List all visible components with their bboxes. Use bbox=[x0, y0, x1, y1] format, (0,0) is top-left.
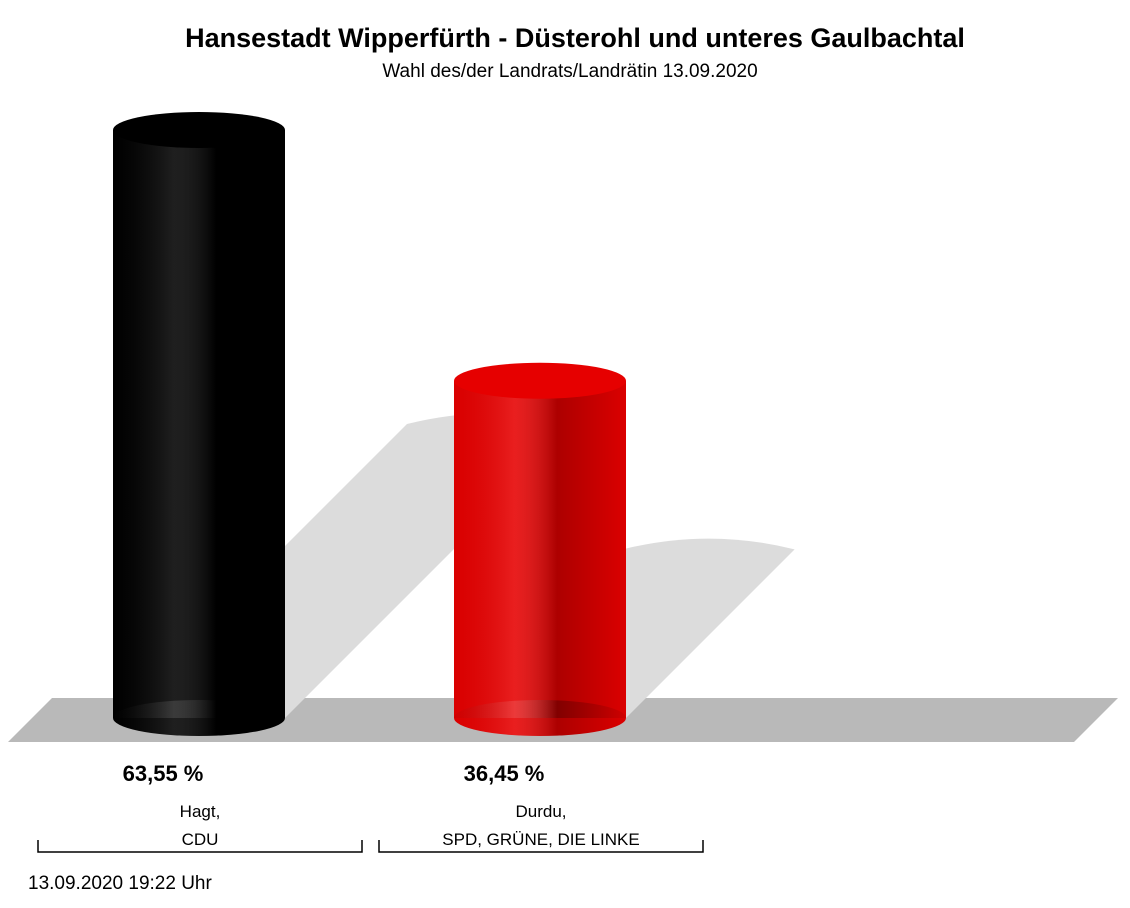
bar-shading bbox=[113, 130, 285, 718]
bar-bottom-shading bbox=[113, 700, 285, 736]
chart-title: Hansestadt Wipperfürth - Düsterohl und u… bbox=[185, 23, 965, 53]
x-tick-label: Hagt, CDU bbox=[179, 802, 221, 849]
chart-subtitle: Wahl des/der Landrats/Landrätin 13.09.20… bbox=[382, 61, 757, 82]
timestamp: 13.09.2020 19:22 Uhr bbox=[28, 873, 212, 894]
x-tick-label: Durdu, SPD, GRÜNE, DIE LINKE bbox=[442, 802, 640, 849]
category-bracket bbox=[37, 840, 363, 853]
value-label: 36,45 % bbox=[464, 761, 545, 786]
category-bracket bbox=[378, 840, 704, 853]
value-label: 63,55 % bbox=[123, 761, 204, 786]
bar-shading bbox=[454, 380, 626, 718]
bar-top bbox=[113, 112, 285, 148]
bar-top bbox=[454, 362, 626, 399]
bar-bottom-shading bbox=[454, 700, 626, 736]
